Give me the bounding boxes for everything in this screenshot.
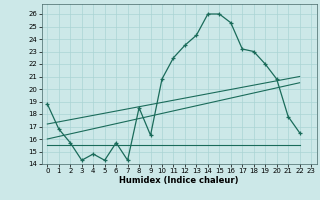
X-axis label: Humidex (Indice chaleur): Humidex (Indice chaleur) <box>119 176 239 185</box>
